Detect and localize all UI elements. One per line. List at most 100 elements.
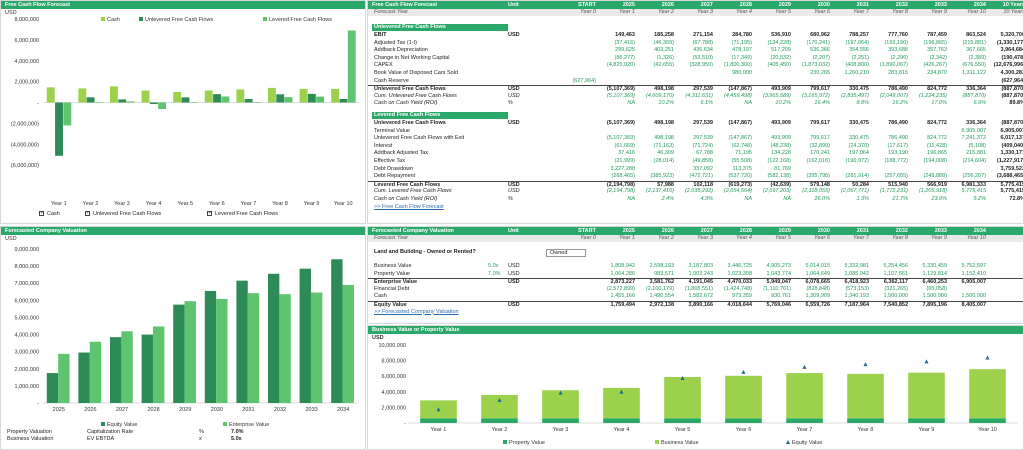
fcf-bar: [46, 87, 55, 103]
value-cell: NA: [627, 100, 635, 107]
property-bar: [908, 418, 945, 423]
value-cell: 337,092: [693, 165, 713, 172]
year-header: 2025: [622, 2, 635, 8]
row-multiplier[interactable]: 5.0x: [488, 263, 499, 269]
value-cell: (4,825,020): [606, 62, 635, 69]
row-label: Property Value: [374, 270, 410, 277]
total-cell: (887,870): [1001, 92, 1024, 99]
value-cell: 786,490: [888, 135, 908, 142]
business-bar: [725, 375, 762, 419]
forecast-year-cell: Year 5: [775, 9, 791, 15]
equity-marker: [741, 369, 746, 374]
value-cell: (268,465): [611, 173, 635, 180]
value-cell: (2,251): [851, 54, 869, 61]
value-cell: 6.1%: [700, 100, 713, 107]
row-label: Book Value of Disposed Cars Sold: [374, 70, 458, 76]
year-header: 2031: [856, 2, 869, 8]
year-header: 2029: [778, 228, 791, 234]
y-tick-label: 4,000,000: [15, 333, 39, 339]
value-cell: 8.8%: [856, 100, 869, 107]
legend-label: Enterprise Value: [229, 422, 269, 428]
row-label: Terminal Value: [374, 127, 410, 134]
section-title: Levered Free Cash Flows: [372, 112, 508, 119]
equity-marker: [680, 376, 685, 381]
table-row: Cash on Cash Yield (ROI)% NA 2.4% 4.3% NA NA 2…: [368, 196, 1023, 203]
value-cell: 1,023,308: [727, 270, 752, 277]
total-cell: (409,040): [1001, 142, 1024, 149]
value-cell: (46,309): [653, 39, 675, 46]
value-cell: 4,470,033: [727, 279, 752, 286]
checkbox-levered[interactable]: Levered Free Cash Flows: [207, 210, 278, 217]
y-tick-label: 4,000,000: [15, 59, 39, 65]
param-value[interactable]: 7.0%: [231, 429, 244, 435]
fcf-bar: [63, 102, 72, 126]
value-cell: (2,342): [929, 54, 947, 61]
value-cell: 493,909: [771, 135, 791, 142]
param-value[interactable]: 5.0x: [231, 436, 242, 442]
equity-marker: [802, 364, 807, 369]
y-tick-label: 6,000,000: [15, 298, 39, 304]
y-tick-label: 4,000,000: [382, 390, 406, 396]
value-cell: 493,909: [771, 86, 791, 93]
value-cell: 357,763: [927, 47, 947, 54]
valuation-bar: [342, 284, 354, 403]
property-bar: [542, 418, 579, 423]
year-header: 2027: [700, 228, 713, 234]
total-cell: 4,300,283: [1000, 70, 1024, 76]
year-header: 2030: [817, 228, 830, 234]
value-cell: (5,107,369): [606, 86, 635, 93]
row-label: Addback Adjusted Tax: [374, 150, 429, 157]
valuation-params: Property Valuation Capitalization Rate %…: [1, 429, 365, 443]
value-cell: 863,524: [966, 32, 986, 38]
value-cell: (55,508): [731, 158, 753, 164]
param-method: EV EBTDA: [87, 436, 115, 442]
fcf-bar: [307, 93, 316, 103]
y-tick-label: 6,000,000: [15, 38, 39, 44]
row-multiplier[interactable]: 7.0%: [488, 270, 501, 277]
fcf-forecast-link[interactable]: >> Free Cash Flow Forecast: [374, 203, 444, 210]
property-bar: [786, 418, 823, 423]
forecast-year-cell: Year 6: [814, 235, 830, 241]
row-label: Cum. Unlevered Free Cash Flows: [374, 92, 457, 99]
value-cell: (71,724): [692, 142, 714, 149]
forecast-year-cell: Year 1: [619, 9, 635, 15]
value-cell: 5.2%: [973, 196, 986, 202]
value-cell: (2,049,007): [879, 92, 908, 99]
total-cell: 3,759,523: [1000, 165, 1024, 172]
value-cell: (42,639): [770, 181, 792, 188]
value-cell: (214,604): [962, 158, 986, 164]
y-tick-label: -: [37, 401, 39, 407]
x-tick-label: Year 7: [241, 201, 257, 207]
checkbox-unlevered[interactable]: Unlevered Free Cash Flows: [85, 210, 161, 217]
ownership-dropdown[interactable]: Owned: [546, 248, 586, 257]
total-cell: (190,478): [1001, 54, 1024, 61]
value-cell: (2,194,798): [606, 188, 635, 195]
value-cell: (2,572,899): [606, 285, 635, 292]
y-tick-label: 8,000,000: [15, 17, 39, 23]
equity-marker: [497, 397, 502, 402]
valuation-bar: [204, 290, 217, 403]
x-tick-label: Year 2: [83, 201, 99, 207]
business-bar: [664, 376, 701, 419]
x-tick-label: Year 10: [334, 201, 353, 207]
forecast-year-cell: Year 0: [580, 235, 596, 241]
value-cell: (1,800,300): [723, 62, 752, 69]
table-row: Financial Debt (2,572,899) (2,100,179) (1,8…: [368, 286, 1023, 293]
value-cell: 6,905,007: [961, 279, 986, 286]
value-cell: (1,224,235): [918, 92, 947, 99]
table-row: Cum. Unlevered Free Cash Flows USD (5,107,…: [368, 93, 1023, 100]
business-bar: [481, 394, 518, 419]
value-cell: 536,366: [810, 47, 830, 54]
value-cell: 1,311,122: [961, 70, 986, 76]
value-cell: (2,207): [812, 54, 830, 61]
value-cell: (11,428): [926, 142, 947, 149]
value-cell: 16.4%: [814, 100, 830, 107]
checkbox-cash[interactable]: Cash: [39, 210, 60, 217]
fcf-bar: [173, 92, 182, 103]
valuation-link-row: >> Forecasted Company Valuation: [368, 309, 1023, 316]
value-cell: 284,780: [732, 32, 752, 38]
forecast-year-cell: Year 1: [619, 235, 635, 241]
value-cell: 367,665: [966, 47, 986, 54]
valuation-link[interactable]: >> Forecasted Company Valuation: [374, 308, 459, 315]
valuation-chart-title: Forecasted Company Valuation: [1, 227, 365, 235]
